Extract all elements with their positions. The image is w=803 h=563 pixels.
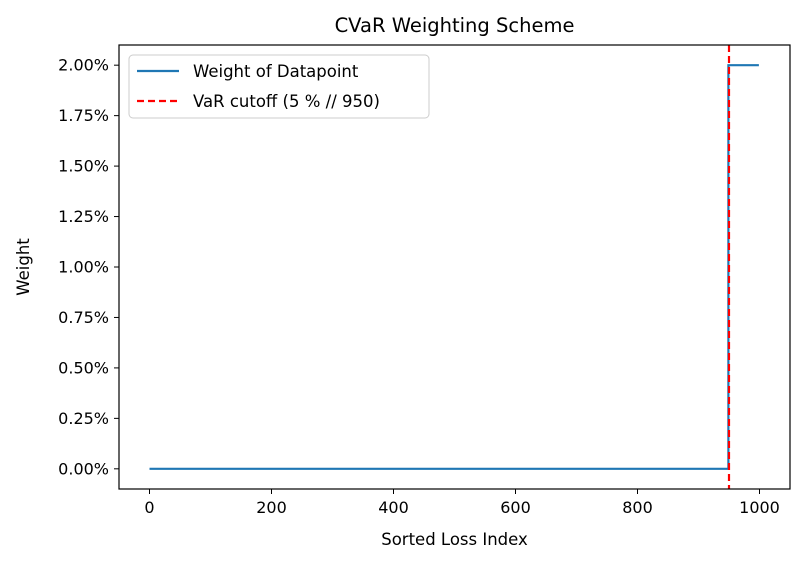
y-tick-label: 0.25% <box>58 409 109 428</box>
legend-label-var-cutoff: VaR cutoff (5 % // 950) <box>193 92 380 111</box>
y-tick-label: 0.75% <box>58 308 109 327</box>
legend-label-weight: Weight of Datapoint <box>193 62 359 81</box>
chart-title: CVaR Weighting Scheme <box>335 14 575 37</box>
x-tick-label: 800 <box>622 498 653 517</box>
x-axis: 0 200 400 600 800 1000 <box>144 489 780 517</box>
x-tick-label: 1000 <box>739 498 780 517</box>
y-axis-label: Weight <box>14 238 33 296</box>
x-axis-label: Sorted Loss Index <box>381 530 528 549</box>
y-tick-label: 0.00% <box>58 459 109 478</box>
y-tick-label: 1.00% <box>58 258 109 277</box>
y-tick-label: 0.50% <box>58 358 109 377</box>
legend: Weight of Datapoint VaR cutoff (5 % // 9… <box>128 54 430 119</box>
legend-box <box>128 54 430 119</box>
y-tick-label: 1.75% <box>58 106 109 125</box>
x-tick-label: 600 <box>500 498 531 517</box>
y-tick-label: 2.00% <box>58 56 109 75</box>
x-tick-label: 0 <box>144 498 154 517</box>
y-axis: 0.00% 0.25% 0.50% 0.75% 1.00% 1.25% 1.50% 1.75%… <box>58 56 119 478</box>
series-line-weight-of-datapoint <box>149 64 759 470</box>
plot-area <box>149 45 759 489</box>
y-tick-label: 1.25% <box>58 207 109 226</box>
y-tick-label: 1.50% <box>58 157 109 176</box>
x-tick-label: 200 <box>256 498 287 517</box>
x-tick-label: 400 <box>378 498 409 517</box>
